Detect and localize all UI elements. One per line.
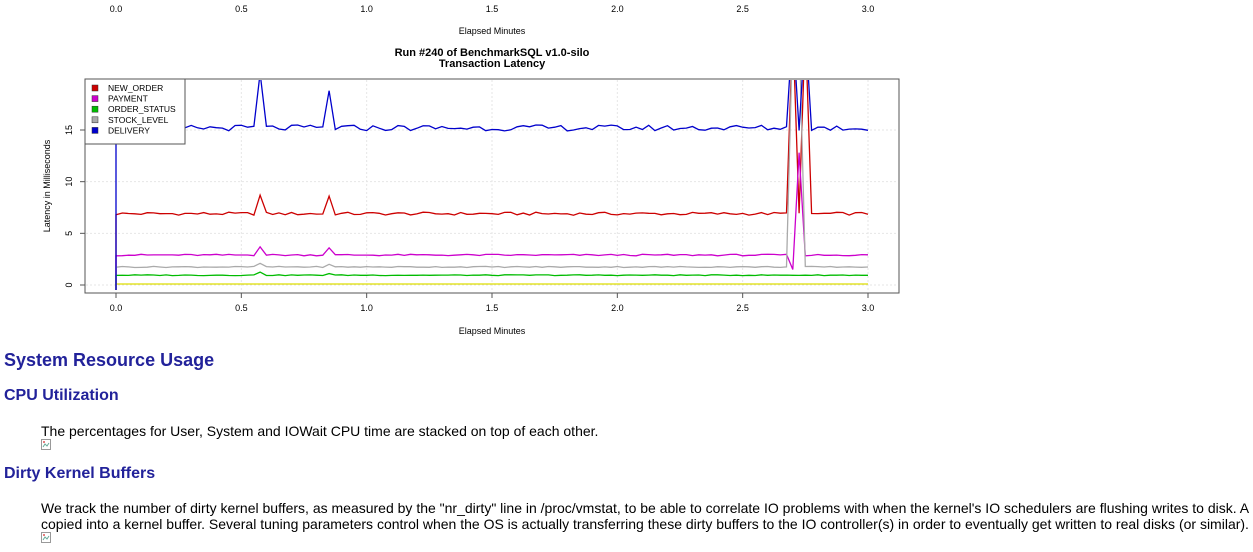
legend-swatch — [91, 105, 99, 113]
dirty-buffers-line-1: We track the number of dirty kernel buff… — [41, 500, 1250, 516]
series-line-new-order — [115, 80, 869, 290]
y-tick-label: 15 — [64, 125, 74, 135]
previous-chart-x-tick-label: 1.0 — [360, 4, 373, 14]
previous-chart-x-tick-label: 2.5 — [736, 4, 749, 14]
x-tick-label: 0.5 — [235, 303, 248, 313]
legend-label: STOCK_LEVEL — [108, 115, 169, 125]
y-tick-label: 0 — [64, 282, 74, 287]
previous-chart-x-tick-label: 0.5 — [235, 4, 248, 14]
previous-chart-x-tick-label: 1.5 — [486, 4, 499, 14]
x-tick-label: 1.0 — [360, 303, 373, 313]
latency-chart: 0.0 0.5 1.0 1.5 2.0 2.5 3.0 Elapsed Minutes Ru… — [42, 4, 900, 336]
chart-grid — [86, 80, 898, 292]
legend-box — [84, 78, 186, 145]
y-axis-label: Latency in Milliseconds — [42, 139, 52, 232]
dirty-buffers-description: We track the number of dirty kernel buff… — [41, 500, 1249, 532]
y-tick-label: 10 — [64, 177, 74, 187]
y-axis: 0 5 10 15 — [64, 125, 85, 288]
y-tick-label: 5 — [64, 231, 74, 236]
series-line-payment — [115, 152, 869, 290]
chart-title: Run #240 of BenchmarkSQL v1.0-silo — [395, 47, 590, 59]
x-tick-label: 1.5 — [486, 303, 499, 313]
series-line-delivery — [115, 80, 869, 290]
previous-chart-x-tick-label: 2.0 — [611, 4, 624, 14]
legend-swatch — [91, 116, 99, 124]
previous-chart-x-axis: 0.0 0.5 1.0 1.5 2.0 2.5 3.0 — [110, 4, 875, 14]
x-tick-label: 2.0 — [611, 303, 624, 313]
chart-legend: NEW_ORDERPAYMENTORDER_STATUSSTOCK_LEVELD… — [84, 78, 186, 145]
section-title-cpu-utilization: CPU Utilization — [4, 387, 119, 404]
chart-subtitle: Transaction Latency — [439, 58, 546, 70]
section-title-system-resource-usage: System Resource Usage — [4, 350, 215, 370]
legend-swatch — [91, 127, 99, 134]
series-line-order-status — [115, 271, 868, 290]
broken-image-icon — [41, 532, 51, 543]
cpu-description: The percentages for User, System and IOW… — [41, 423, 599, 439]
legend-label: NEW_ORDER — [108, 83, 163, 93]
previous-chart-x-tick-label: 3.0 — [862, 4, 875, 14]
section-title-dirty-kernel-buffers: Dirty Kernel Buffers — [4, 465, 156, 482]
x-tick-label: 2.5 — [736, 303, 749, 313]
previous-chart-xlabel: Elapsed Minutes — [459, 26, 526, 36]
x-tick-label: 3.0 — [862, 303, 875, 313]
previous-chart-x-tick-label: 0.0 — [110, 4, 123, 14]
legend-label: DELIVERY — [108, 125, 150, 135]
legend-label: PAYMENT — [108, 94, 148, 104]
dirty-buffers-line-2: copied into a kernel buffer. Several tun… — [41, 516, 1249, 532]
chart-series — [115, 80, 869, 290]
legend-swatch — [91, 95, 99, 102]
series-line-stock-level — [115, 80, 869, 290]
legend-label: ORDER_STATUS — [108, 104, 176, 114]
x-tick-label: 0.0 — [110, 303, 123, 313]
x-axis-label: Elapsed Minutes — [459, 326, 526, 336]
legend-swatch — [91, 84, 99, 92]
x-axis: 0.0 0.5 1.0 1.5 2.0 2.5 3.0 — [110, 293, 875, 313]
broken-image-icon — [41, 439, 51, 450]
